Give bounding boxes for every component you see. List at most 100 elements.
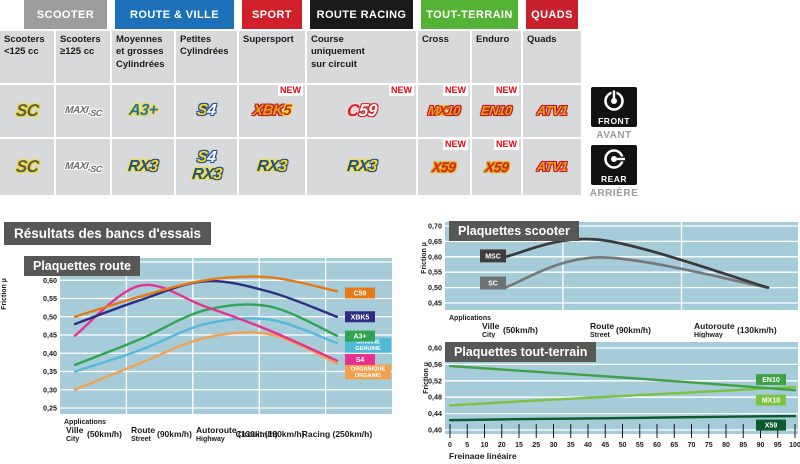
badge-part: 59 [357,101,378,121]
badge-part: A3+ [128,101,159,119]
series-line-x59 [448,414,797,422]
svg-text:Street: Street [590,332,611,338]
group-header-sport: SPORT [242,0,302,29]
series-line-sc [503,256,770,289]
badge-part: -SC [86,108,102,119]
svg-text:C59: C59 [354,291,367,298]
svg-text:A3+: A3+ [353,334,366,341]
cell-front-2: A3+ [112,85,174,137]
column-header-quads: Quads [523,31,581,83]
svg-text:95: 95 [774,442,782,449]
svg-text:0,35: 0,35 [43,367,57,376]
badge-part: 4 [206,101,217,119]
badge-part: X59 [431,158,457,175]
cell-front-3: S4 [176,85,237,137]
group-header-scooter: SCOOTER [24,0,107,29]
badge-part: 3 [148,157,159,175]
group-header-quads: QUADS [526,0,578,29]
svg-text:ORIGINE: ORIGINE [356,340,380,346]
svg-text:Highway: Highway [196,436,225,443]
svg-text:80: 80 [722,442,730,449]
badge-part: 3 [367,157,378,175]
svg-text:(50km/h): (50km/h) [503,325,538,335]
series-label-box-msc [480,249,506,263]
cell-rear-5: RX3 [307,139,416,195]
column-header-cross: Cross [418,31,470,83]
svg-text:0,45: 0,45 [428,299,442,308]
rear-axle-block: REAR ARRIÈRE [586,145,642,199]
svg-text:Applications: Applications [449,315,491,322]
badge-part: EN10 [480,103,513,119]
svg-text:Ville: Ville [482,321,500,331]
chart-scooter: Plaquettes scooter 0,70 0,65 0,60 0,55 0,50 0,… [420,212,800,339]
svg-text:20: 20 [498,442,506,449]
badge-part: RX [256,157,280,175]
svg-text:ORGANIC: ORGANIC [355,373,381,379]
svg-text:0,40: 0,40 [428,426,442,435]
badge-s4: S4 [196,149,217,167]
svg-text:City: City [482,332,495,338]
front-axle-block: FRONT AVANT [586,87,642,141]
svg-text:XBK5: XBK5 [351,314,370,321]
svg-text:40: 40 [584,442,592,449]
badge-maxi-sc: MAXI-SC [64,161,102,174]
svg-text:15: 15 [515,442,523,449]
chart-canvas-tt: 0,60 0,56 0,52 0,48 0,44 0,40 Friction µ 0 5 10 20… [423,342,800,461]
svg-text:Autoroute: Autoroute [694,321,735,331]
new-badge: NEW [443,139,468,150]
svg-text:85: 85 [739,442,747,449]
badge-a3: A3+ [128,101,159,120]
svg-text:MSC: MSC [485,253,501,260]
svg-text:0,30: 0,30 [43,385,57,394]
front-label: FRONT [598,116,630,126]
section-title: Résultats des bancs d'essais [4,222,212,245]
svg-text:Friction µ: Friction µ [421,242,428,274]
group-header-route-racing: ROUTE RACING [310,0,413,29]
group-header-tout-terrain: TOUT-TERRAIN [421,0,518,29]
chart-title-scooter: Plaquettes scooter [449,221,579,241]
column-header-scooters: Scooters <125 cc [0,31,54,83]
badge-part: 4 [206,149,217,167]
series-line-a3 [73,303,339,367]
svg-text:GENUINE: GENUINE [355,346,381,352]
svg-text:0,25: 0,25 [43,404,57,413]
chart-title-tt: Plaquettes tout-terrain [445,342,597,362]
svg-text:30: 30 [550,442,558,449]
series-label-box-xbk5 [345,311,375,323]
cell-rear-1: MAXI-SC [56,139,110,195]
chart-route: Plaquettes route0,650,600,550,500,450,40… [0,248,400,453]
svg-text:Friction µ: Friction µ [423,362,430,394]
column-header-enduro: Enduro [472,31,521,83]
front-label-fr: AVANT [596,130,632,141]
svg-text:0,50: 0,50 [428,283,442,292]
cell-rear-3: S4 RX3 [176,139,237,195]
group-header-row: SCOOTER ROUTE & VILLE SPORT ROUTE RACING TOU… [0,0,581,29]
badge-x59: X59 [484,159,509,175]
badge-rx3: RX3 [191,166,222,184]
badge-sc: SC [15,101,40,120]
new-badge: NEW [443,85,468,96]
badge-part: SC [14,157,40,177]
series-label-box-organique [345,364,391,380]
svg-text:Friction µ: Friction µ [1,278,8,310]
svg-text:0,60: 0,60 [43,276,57,285]
series-line-organique [73,331,339,391]
series-label-box-c59 [345,287,375,299]
cell-rear-2: RX3 [112,139,174,195]
badge-part: 3 [277,157,288,175]
svg-text:EN10: EN10 [762,377,780,384]
column-header-course: Course uniquement sur circuit [307,31,416,83]
new-badge: NEW [389,85,414,96]
svg-text:(90km/h): (90km/h) [157,429,192,439]
svg-text:City: City [66,436,79,443]
series-label-box-a3 [345,330,375,342]
cell-rear-4: RX3 [239,139,305,195]
svg-text:0,70: 0,70 [428,222,442,231]
badge-mx10: MX10 [427,103,461,118]
badge-rx3: RX3 [256,157,288,176]
cell-front-5: NEW C59 [307,85,416,137]
badge-part: RX [127,157,151,175]
svg-text:0,56: 0,56 [428,360,442,369]
svg-text:(130km/h): (130km/h) [238,429,278,439]
svg-text:Highway: Highway [694,332,723,338]
